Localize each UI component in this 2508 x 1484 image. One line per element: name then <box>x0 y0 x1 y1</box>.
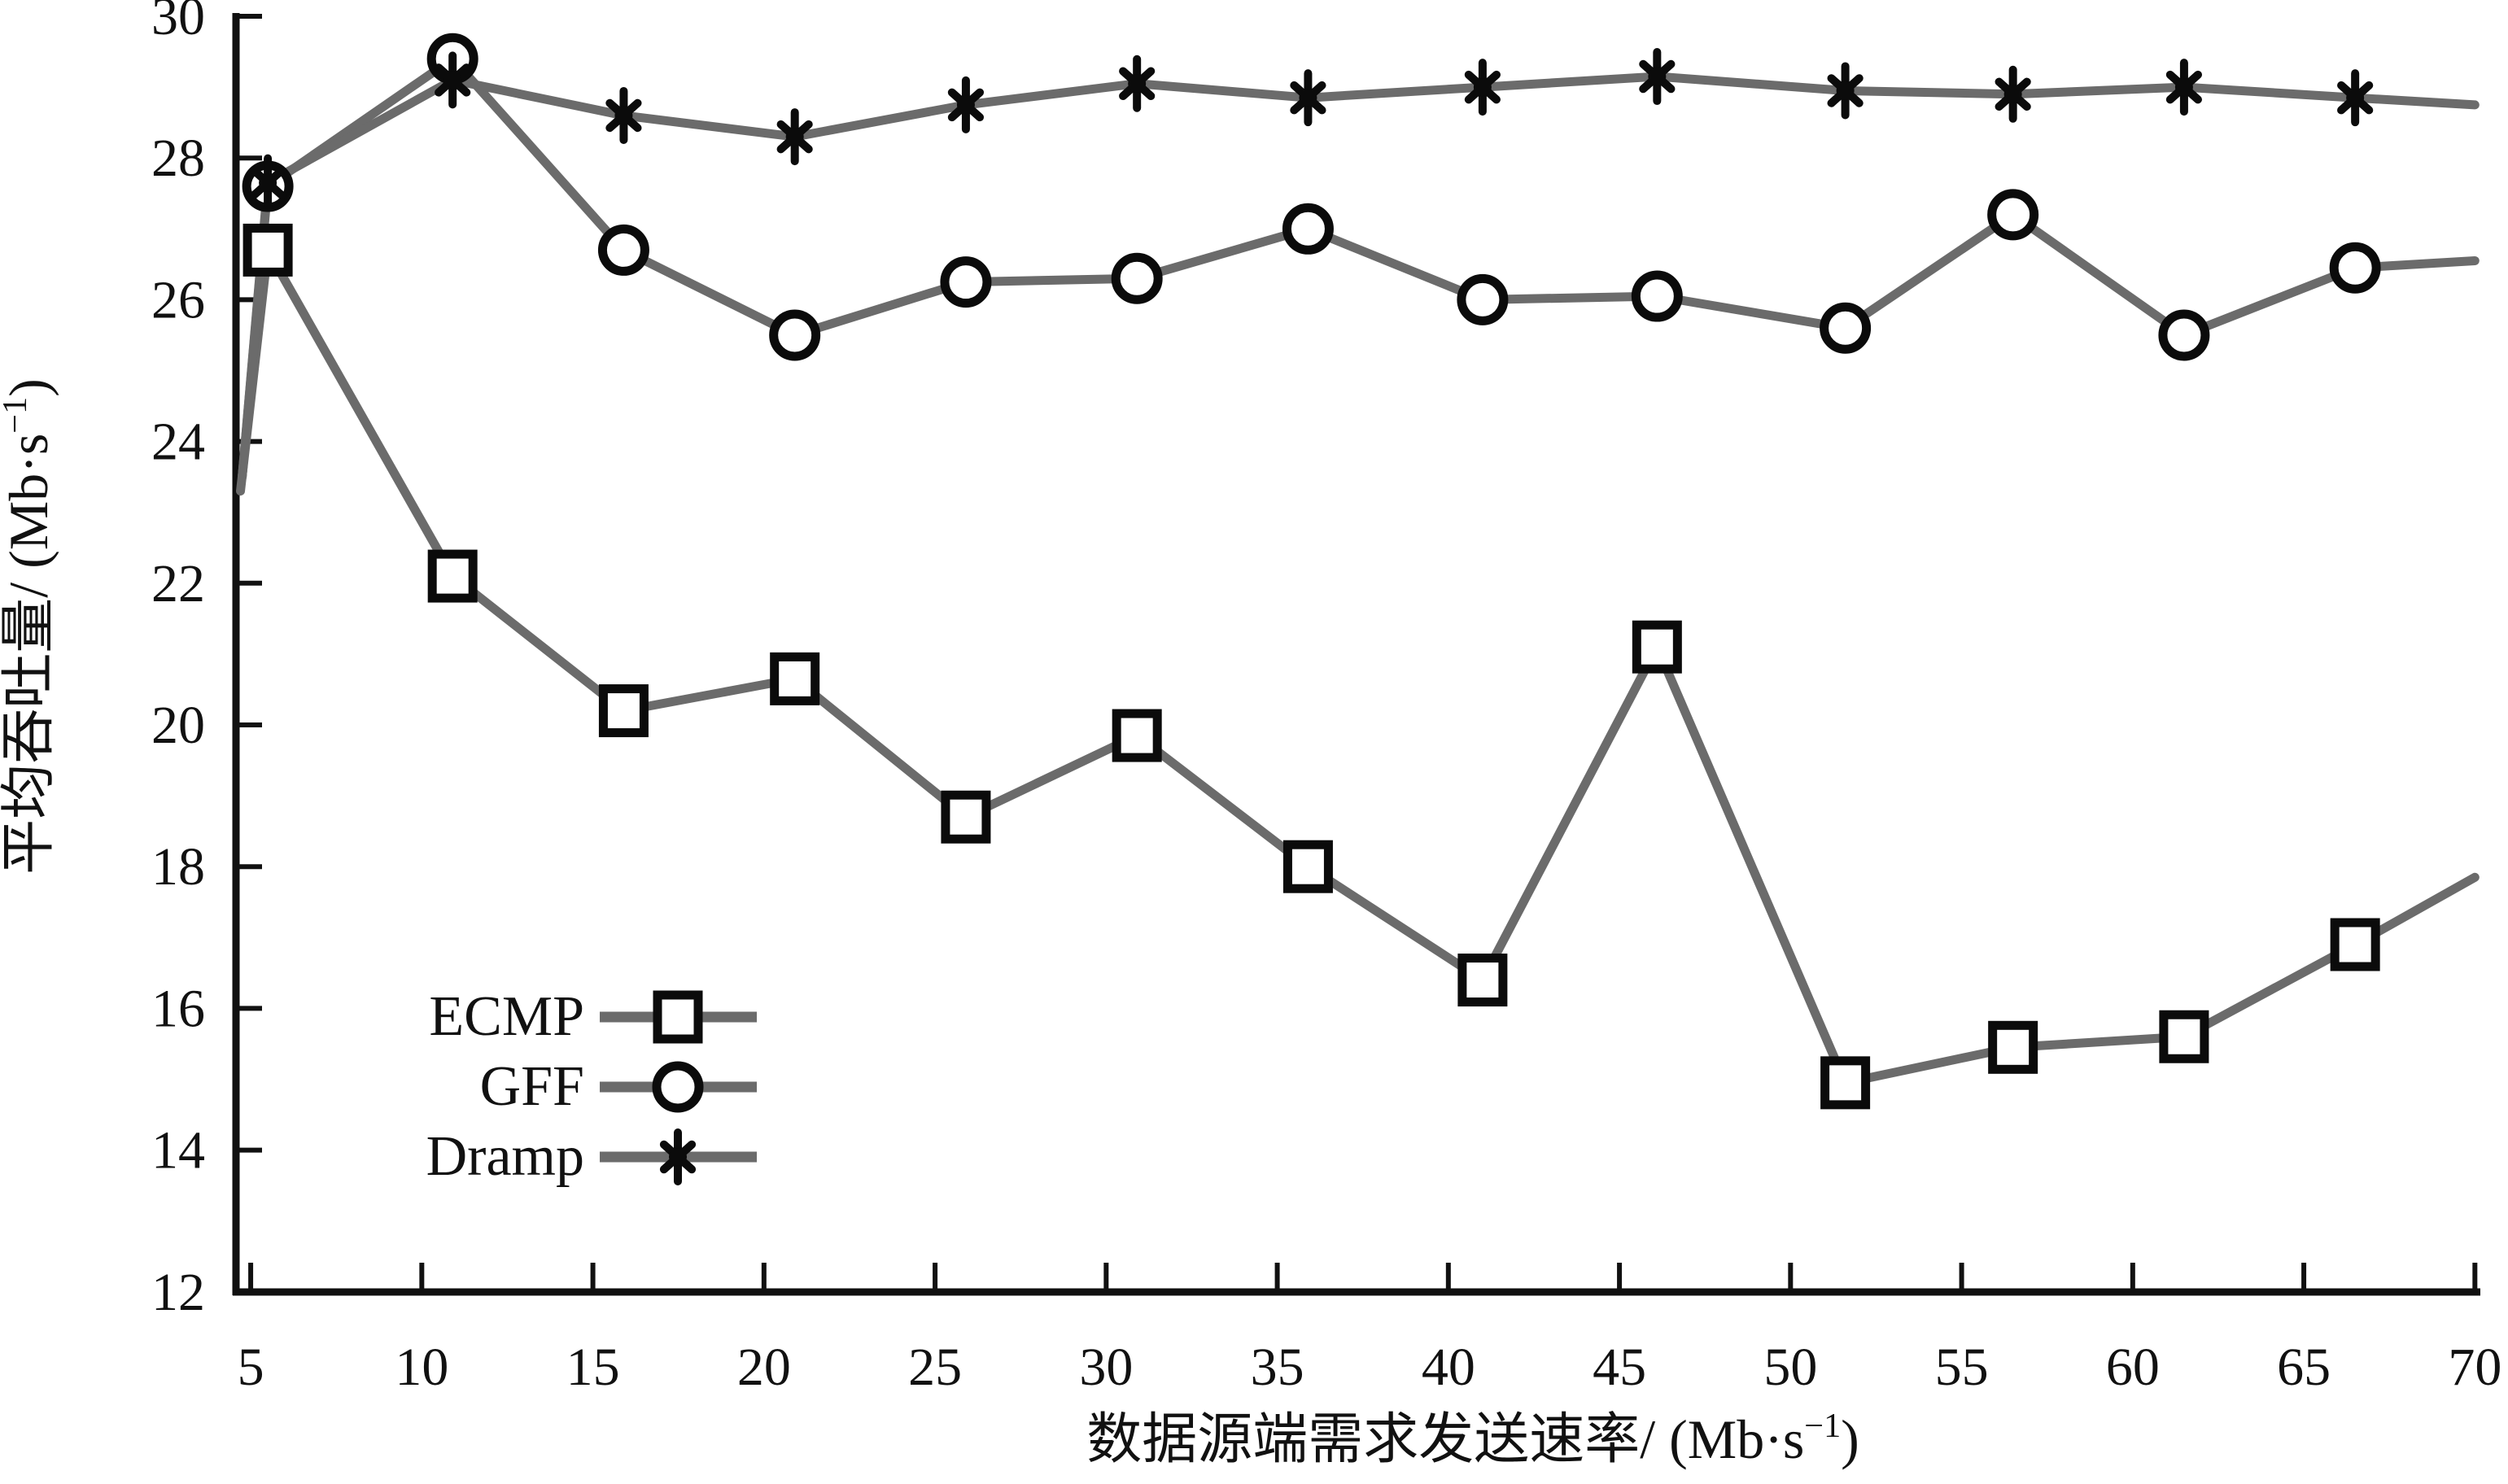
dramp-marker <box>2174 78 2193 97</box>
legend-asterisk-marker <box>669 1148 687 1166</box>
ecmp-marker <box>941 790 991 844</box>
legend: ECMP GFF Dramp <box>426 985 757 1188</box>
ecmp-marker <box>1282 840 1333 893</box>
x-tick-label: 70 <box>2448 1338 2501 1397</box>
legend-square-marker <box>653 990 703 1044</box>
x-tick-label: 50 <box>1763 1338 1817 1397</box>
gff-marker <box>940 256 992 308</box>
ecmp-marker <box>2159 1010 2209 1063</box>
axis-titles: 数据源端需求发送速率/ (Mb·s−1) 平均吞吐量/ (Mb·s−1) <box>0 378 1859 1470</box>
dramp-marker <box>259 173 277 192</box>
gff-marker <box>769 309 821 361</box>
ecmp-marker <box>598 684 649 738</box>
gff-line <box>238 54 2480 482</box>
x-tick-label: 55 <box>1935 1338 1989 1397</box>
y-tick-label: 12 <box>151 1263 205 1322</box>
x-tick-label: 10 <box>395 1338 448 1397</box>
ecmp-marker <box>242 223 293 277</box>
legend-circle-marker <box>652 1061 704 1113</box>
gff-marker <box>597 224 649 276</box>
y-tick-label: 24 <box>151 412 205 472</box>
y-tick-label: 14 <box>151 1121 205 1181</box>
dramp-marker <box>1128 74 1147 93</box>
ecmp-marker <box>427 549 478 603</box>
dramp-marker <box>956 95 975 114</box>
gff-marker <box>2329 242 2381 294</box>
x-axis-title: 数据源端需求发送速率/ (Mb·s−1) <box>1086 1407 1859 1470</box>
legend-label-dramp: Dramp <box>426 1125 584 1188</box>
x-tick-label: 20 <box>737 1338 791 1397</box>
x-tick-label: 35 <box>1251 1338 1304 1397</box>
ecmp-marker <box>1457 954 1508 1007</box>
dramp-line <box>238 72 2480 482</box>
ecmp-marker <box>1988 1020 2038 1074</box>
legend-label-gff: GFF <box>480 1055 584 1118</box>
dramp-marker <box>1836 81 1855 100</box>
gff-marker <box>1111 252 1163 304</box>
gff-marker <box>1457 273 1509 325</box>
x-tick-label: 40 <box>1422 1338 1475 1397</box>
gff-marker <box>1282 203 1334 255</box>
y-tick-label: 30 <box>151 0 205 46</box>
dramp-marker <box>1473 78 1492 97</box>
x-tick-label: 60 <box>2106 1338 2160 1397</box>
ecmp-marker <box>1112 709 1162 762</box>
ecmp-marker <box>770 652 820 705</box>
gff-marker <box>1820 302 1872 354</box>
x-tick-label: 5 <box>238 1338 264 1397</box>
dramp-marker <box>2346 89 2365 107</box>
y-axis-title: 平均吞吐量/ (Mb·s−1) <box>0 378 59 875</box>
x-tick-label: 65 <box>2277 1338 2331 1397</box>
data-series <box>236 33 2480 1110</box>
gff-marker <box>1987 189 2039 241</box>
ecmp-line <box>236 245 2480 1088</box>
y-tick-label: 18 <box>151 837 205 897</box>
ecmp-marker <box>1820 1056 1871 1110</box>
y-tick-label: 28 <box>151 129 205 188</box>
dramp-marker <box>2003 85 2022 103</box>
dramp-marker <box>443 71 462 89</box>
ecmp-marker <box>1632 620 1682 674</box>
ecmp-marker <box>2330 918 2380 971</box>
y-tick-label: 16 <box>151 979 205 1038</box>
legend-label-ecmp: ECMP <box>429 985 584 1048</box>
dramp-marker <box>1299 89 1317 107</box>
x-tick-label: 15 <box>566 1338 620 1397</box>
dramp-marker <box>1648 68 1667 86</box>
x-tick-label: 30 <box>1079 1338 1133 1397</box>
dramp-marker <box>785 128 804 146</box>
gff-marker <box>2158 309 2210 361</box>
dramp-marker <box>614 106 633 124</box>
gff-marker <box>1631 270 1683 322</box>
x-tick-label: 45 <box>1593 1338 1646 1397</box>
x-tick-label: 25 <box>908 1338 962 1397</box>
y-tick-label: 20 <box>151 696 205 755</box>
axes: 30 28 26 24 22 20 18 16 14 12 5 10 15 20 25 30 35 40 45 50 5… <box>151 0 2501 1397</box>
y-tick-label: 26 <box>151 270 205 330</box>
y-tick-label: 22 <box>151 554 205 613</box>
